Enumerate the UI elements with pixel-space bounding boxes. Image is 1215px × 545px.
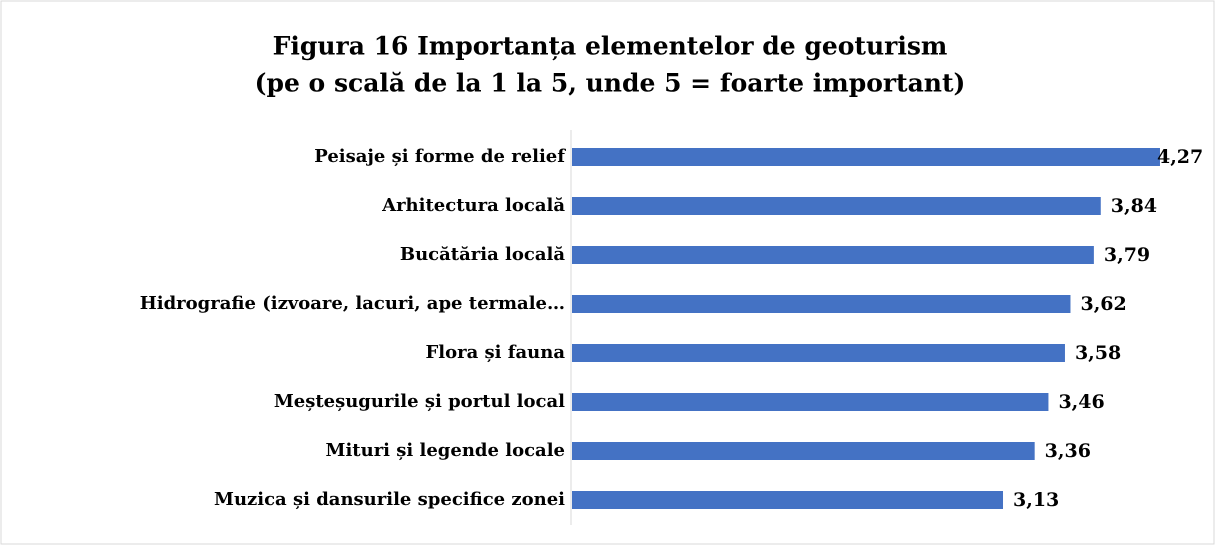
value-label: 3,13: [1013, 489, 1059, 511]
bar: [572, 393, 1049, 411]
category-label: Bucătăria locală: [400, 244, 565, 265]
value-label: 3,62: [1080, 293, 1126, 315]
category-label: Mituri și legende locale: [326, 440, 565, 461]
value-label: 3,84: [1111, 195, 1157, 217]
bar: [572, 148, 1160, 166]
chart-subtitle: (pe o scală de la 1 la 5, unde 5 = foart…: [255, 69, 966, 98]
value-label: 3,58: [1075, 342, 1121, 364]
chart-title: Figura 16 Importanța elementelor de geot…: [273, 32, 948, 61]
value-label: 3,36: [1045, 440, 1091, 462]
category-label: Muzica și dansurile specifice zonei: [214, 489, 565, 510]
value-label: 4,27: [1157, 146, 1203, 168]
category-label: Hidrografie (izvoare, lacuri, ape termal…: [140, 293, 565, 314]
bar: [572, 491, 1004, 509]
bar: [572, 197, 1101, 215]
bar: [572, 295, 1071, 313]
bar: [572, 442, 1035, 460]
category-label: Arhitectura locală: [381, 195, 565, 216]
category-label: Flora și fauna: [425, 342, 565, 363]
bar: [572, 246, 1094, 264]
category-label: Meșteșugurile și portul local: [274, 391, 565, 412]
category-label: Peisaje și forme de relief: [314, 146, 566, 167]
value-label: 3,46: [1058, 391, 1104, 413]
bar: [572, 344, 1065, 362]
value-label: 3,79: [1104, 244, 1150, 266]
